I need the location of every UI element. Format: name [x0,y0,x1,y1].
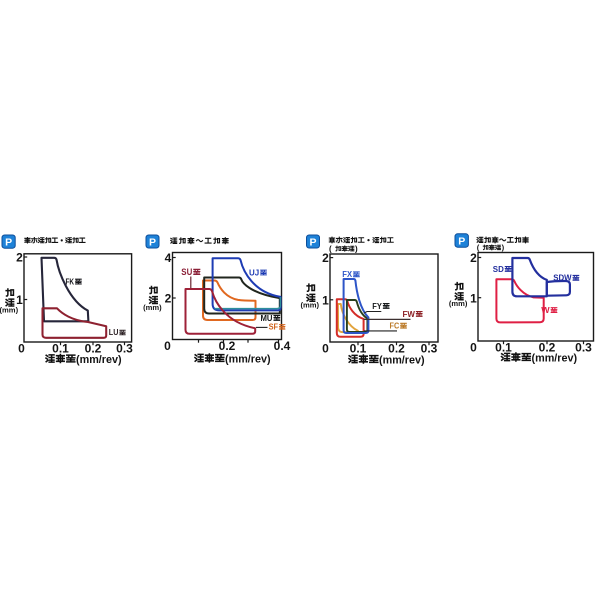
svg-text:2: 2 [322,251,329,265]
svg-text:(mm): (mm) [0,306,19,315]
svg-text:0.1: 0.1 [350,341,367,355]
svg-text:(mm): (mm) [143,303,162,312]
svg-text:(mm/rev): (mm/rev) [225,353,271,365]
svg-text:0: 0 [322,341,329,355]
svg-text:(mm/rev): (mm/rev) [379,354,425,366]
svg-text:0.2: 0.2 [85,341,102,355]
svg-text:P: P [458,236,465,248]
svg-text:(: ( [329,244,332,253]
svg-text:(mm): (mm) [301,301,320,310]
svg-text:2: 2 [165,292,172,306]
svg-text:P: P [309,236,316,248]
svg-text:W: W [541,305,550,315]
svg-text:FX: FX [342,269,352,279]
svg-text:0.2: 0.2 [388,341,405,355]
svg-text:0.1: 0.1 [52,341,69,355]
svg-text:2: 2 [16,251,23,265]
svg-text:SU: SU [181,267,192,277]
svg-text:2: 2 [470,251,477,265]
svg-text:0.2: 0.2 [539,340,556,354]
svg-text:): ) [502,243,505,252]
svg-text:0.3: 0.3 [575,340,592,354]
svg-text:SF: SF [269,323,279,332]
svg-text:FC: FC [390,321,400,331]
svg-text:(: ( [477,243,480,252]
svg-text:UJ: UJ [249,267,259,277]
svg-text:LU: LU [109,328,119,337]
svg-text:1: 1 [470,291,477,305]
svg-text:1: 1 [322,293,329,307]
svg-text:(mm): (mm) [449,299,468,308]
svg-text:4: 4 [165,251,172,265]
svg-text:0.3: 0.3 [116,341,133,355]
svg-text:SDW: SDW [553,273,572,283]
svg-text:1: 1 [16,293,23,307]
svg-text:0.1: 0.1 [495,340,512,354]
svg-text:MU: MU [261,313,273,323]
svg-text:P: P [149,236,156,248]
svg-text:(mm/rev): (mm/rev) [532,352,578,364]
svg-text:(mm/rev): (mm/rev) [76,354,122,366]
svg-text:FW: FW [403,309,416,319]
svg-text:0: 0 [18,341,25,355]
svg-text:): ) [355,244,358,253]
svg-text:SD: SD [493,264,504,274]
svg-text:0: 0 [470,340,477,354]
svg-text:0: 0 [164,339,171,353]
svg-text:P: P [5,237,12,249]
svg-text:FK: FK [66,277,75,287]
svg-text:0.4: 0.4 [274,339,291,353]
svg-text:FY: FY [372,301,382,311]
svg-text:0.2: 0.2 [219,339,236,353]
svg-text:0.3: 0.3 [421,341,438,355]
